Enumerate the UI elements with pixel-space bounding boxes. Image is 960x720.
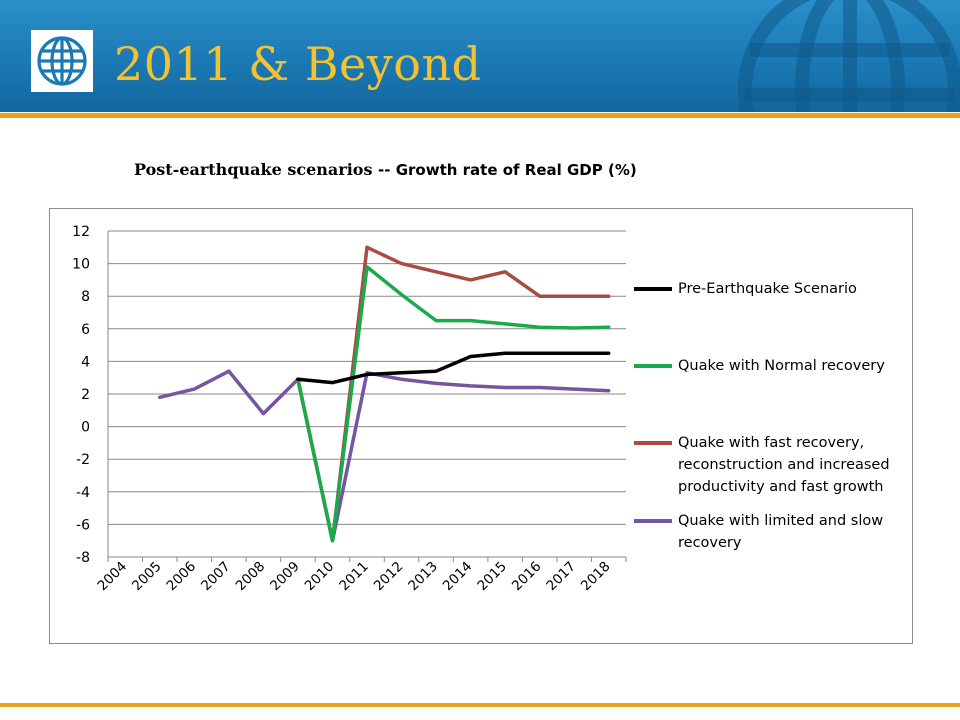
legend-item-slow-recovery: Quake with limited and slow recovery bbox=[634, 510, 902, 554]
legend-item-pre-earthquake: Pre-Earthquake Scenario bbox=[634, 278, 902, 300]
legend-label: Quake with Normal recovery bbox=[678, 358, 885, 374]
x-tick-label: 2006 bbox=[164, 559, 200, 595]
chart-subtitle: -- Growth rate of Real GDP (%) bbox=[378, 161, 637, 179]
x-tick-label: 2004 bbox=[94, 559, 130, 595]
y-tick-label: -8 bbox=[76, 550, 90, 566]
globe-watermark-icon bbox=[738, 0, 960, 112]
x-tick-label: 2008 bbox=[233, 559, 269, 595]
legend-swatch bbox=[634, 364, 672, 368]
legend-swatch bbox=[634, 519, 672, 523]
chart-title: Post-earthquake scenarios -- Growth rate… bbox=[134, 160, 637, 179]
legend-swatch bbox=[634, 287, 672, 291]
y-tick-label: 4 bbox=[81, 354, 90, 370]
x-tick-label: 2007 bbox=[198, 559, 234, 595]
x-tick-label: 2010 bbox=[302, 559, 338, 595]
series-line bbox=[158, 369, 611, 543]
legend-swatch bbox=[634, 441, 672, 445]
x-tick-label: 2016 bbox=[509, 559, 545, 595]
slide-title: 2011 & Beyond bbox=[114, 37, 482, 91]
y-tick-label: 6 bbox=[81, 322, 90, 338]
x-tick-label: 2009 bbox=[267, 559, 303, 595]
legend-item-fast-recovery: Quake with fast recovery, reconstruction… bbox=[634, 432, 902, 498]
world-bank-globe-icon bbox=[37, 36, 87, 86]
legend-label: Quake with fast recovery, reconstruction… bbox=[678, 435, 890, 495]
footer-divider bbox=[0, 703, 960, 707]
x-tick-label: 2012 bbox=[371, 559, 407, 595]
y-tick-label: 2 bbox=[81, 387, 90, 403]
chart-frame bbox=[49, 208, 913, 644]
y-tick-label: -6 bbox=[76, 517, 90, 533]
x-tick-label: 2014 bbox=[440, 559, 476, 595]
legend-label: Quake with limited and slow recovery bbox=[678, 513, 884, 551]
y-tick-label: 12 bbox=[72, 224, 90, 240]
logo bbox=[31, 30, 93, 92]
y-tick-label: 8 bbox=[81, 289, 90, 305]
y-tick-label: 0 bbox=[81, 420, 90, 436]
y-tick-label: 10 bbox=[72, 257, 90, 273]
y-tick-label: -4 bbox=[76, 485, 90, 501]
y-tick-label: -2 bbox=[76, 452, 90, 468]
x-tick-label: 2018 bbox=[578, 559, 614, 595]
x-tick-label: 2015 bbox=[474, 559, 510, 595]
x-tick-label: 2013 bbox=[405, 559, 441, 595]
x-tick-label: 2017 bbox=[543, 559, 579, 595]
x-tick-label: 2005 bbox=[129, 559, 165, 595]
series-line bbox=[296, 265, 611, 543]
series-line bbox=[296, 351, 611, 385]
legend-label: Pre-Earthquake Scenario bbox=[678, 281, 857, 297]
slide-header: 2011 & Beyond bbox=[0, 0, 960, 112]
chart-title-main: Post-earthquake scenarios bbox=[134, 160, 373, 179]
legend-item-normal-recovery: Quake with Normal recovery bbox=[634, 355, 902, 377]
header-divider bbox=[0, 113, 960, 118]
x-tick-label: 2011 bbox=[336, 559, 372, 595]
